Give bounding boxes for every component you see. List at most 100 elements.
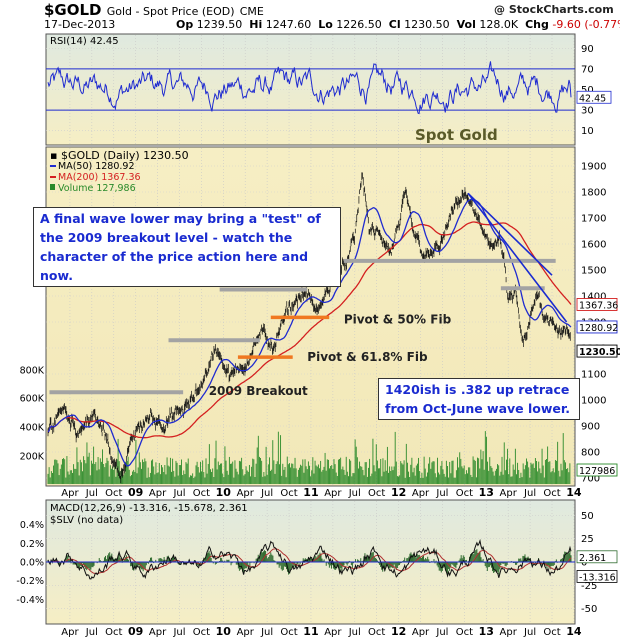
x-month-label: Apr <box>237 627 255 638</box>
ticker-name: Gold - Spot Price (EOD) <box>106 5 235 18</box>
macd-value-tag-label: 2.361 <box>579 553 606 564</box>
credit-text: @ StockCharts.com <box>494 3 614 16</box>
x-month-label: Apr <box>61 488 79 499</box>
x-month-label: Oct <box>456 627 473 638</box>
slv-legend: $SLV (no data) <box>50 515 123 526</box>
high-label: Hi <box>249 18 263 31</box>
price-value-tag <box>576 298 618 311</box>
price-tick-label: 700 <box>581 474 600 485</box>
x-month-label: Oct <box>280 627 297 638</box>
x-year-label: 10 <box>216 625 232 638</box>
x-month-label: Apr <box>149 488 167 499</box>
x-year-label: 11 <box>303 625 318 638</box>
x-year-label: 13 <box>479 486 494 499</box>
x-month-label: Apr <box>412 488 430 499</box>
ma200-line <box>47 221 572 439</box>
x-month-label: Jul <box>523 488 536 499</box>
x-month-label: Jul <box>523 627 536 638</box>
chg-label: Chg <box>525 18 549 31</box>
wave-note-box: A final wave lower may bring a "test" of… <box>33 207 341 287</box>
ma50-legend: MA(50) 1280.92 <box>58 161 135 172</box>
x-year-label: 12 <box>391 625 406 638</box>
x-month-label: Oct <box>280 488 297 499</box>
x-month-label: Apr <box>61 627 79 638</box>
x-month-label: Oct <box>368 488 385 499</box>
x-month-label: Apr <box>412 627 430 638</box>
volume-tick-label: 400K <box>20 423 45 434</box>
x-month-label: Oct <box>543 488 560 499</box>
x-month-label: Jul <box>435 488 448 499</box>
x-year-label: 13 <box>479 625 494 638</box>
macd-tick-label: 25 <box>581 534 594 545</box>
price-tick-label: 800 <box>581 448 600 459</box>
close-label: Cl <box>388 18 401 31</box>
breakout-label: 2009 Breakout <box>209 384 308 398</box>
quote-date: 17-Dec-2013 <box>44 18 116 31</box>
x-month-label: Jul <box>348 627 361 638</box>
macd-left-tick: -0.2% <box>16 576 44 587</box>
rsi-tick-label: 70 <box>581 64 594 75</box>
x-month-label: Jul <box>348 488 361 499</box>
ma50-line <box>47 198 572 467</box>
x-year-label: 10 <box>216 486 232 499</box>
ticker-exchange: CME <box>239 5 264 18</box>
spot-gold-label: Spot Gold <box>415 126 498 144</box>
ticker-symbol: $GOLD <box>44 1 102 19</box>
pivot50-label: Pivot & 50% Fib <box>344 312 452 326</box>
close-value: 1230.50 <box>404 18 450 31</box>
x-year-label: 14 <box>566 486 582 499</box>
macd-tick-label: -50 <box>581 604 597 615</box>
x-month-label: Oct <box>105 627 122 638</box>
volume-tick-label: 800K <box>20 366 45 377</box>
price-value-tag-label: 127986 <box>579 466 615 477</box>
low-label: Lo <box>318 18 333 31</box>
pivot618-label: Pivot & 61.8% Fib <box>307 350 428 364</box>
open-label: Op <box>176 18 194 31</box>
macd-value-tag <box>576 570 618 583</box>
ohlc-line: Op 1239.50 Hi 1247.60 Lo 1226.50 Cl 1230… <box>176 18 620 31</box>
ticker-title: $GOLD Gold - Spot Price (EOD) CME <box>44 1 264 19</box>
volume-legend: Volume 127,986 <box>58 183 136 194</box>
price-value-tag <box>576 463 618 477</box>
price-tick-label: 1900 <box>581 162 606 173</box>
price-value-tag-label: 1367.36 <box>579 300 618 311</box>
rsi-line <box>47 61 572 115</box>
x-month-label: Jul <box>260 488 273 499</box>
macd-left-tick: -0.4% <box>16 595 44 606</box>
volume-tick-label: 600K <box>20 394 45 405</box>
rsi-tick-label: 30 <box>581 106 594 117</box>
vol-label: Vol <box>456 18 476 31</box>
rsi-value-tag-label: 42.45 <box>579 93 606 104</box>
x-month-label: Oct <box>193 627 210 638</box>
x-month-label: Apr <box>500 488 518 499</box>
x-year-label: 09 <box>128 486 143 499</box>
retrace-note-box: 1420ish is .382 up retrace from Oct-June… <box>378 378 580 420</box>
macd-line <box>47 538 572 580</box>
x-year-label: 11 <box>303 486 318 499</box>
x-month-label: Oct <box>456 488 473 499</box>
price-legend: ▪ $GOLD (Daily) 1230.50 <box>50 149 189 162</box>
macd-tick-label: 50 <box>581 511 594 522</box>
credit: @ StockCharts.com <box>494 3 614 16</box>
macd-left-tick: 0.4% <box>20 520 44 531</box>
x-month-label: Oct <box>193 488 210 499</box>
macd-value-tag-label: -13.316 <box>579 572 616 583</box>
x-month-label: Apr <box>237 488 255 499</box>
x-month-label: Apr <box>149 627 167 638</box>
macd-value-tag <box>576 550 618 564</box>
rsi-tick-label: 50 <box>581 85 594 96</box>
x-year-label: 09 <box>128 625 143 638</box>
macd-tick-label: -25 <box>581 581 597 592</box>
price-tick-label: 1100 <box>581 370 606 381</box>
volume-value: 128.0K <box>479 18 519 31</box>
x-year-label: 12 <box>391 486 406 499</box>
price-value-tag-label: 1230.50 <box>579 347 620 358</box>
x-month-label: Jul <box>435 627 448 638</box>
price-tick-label: 1800 <box>581 188 606 199</box>
x-month-label: Jul <box>172 627 185 638</box>
price-tick-label: 1400 <box>581 292 606 303</box>
price-tick-label: 1600 <box>581 240 606 251</box>
price-tick-label: 900 <box>581 422 600 433</box>
rsi-legend: RSI(14) 42.45 <box>50 36 119 47</box>
ma200-legend: MA(200) 1367.36 <box>58 172 141 183</box>
